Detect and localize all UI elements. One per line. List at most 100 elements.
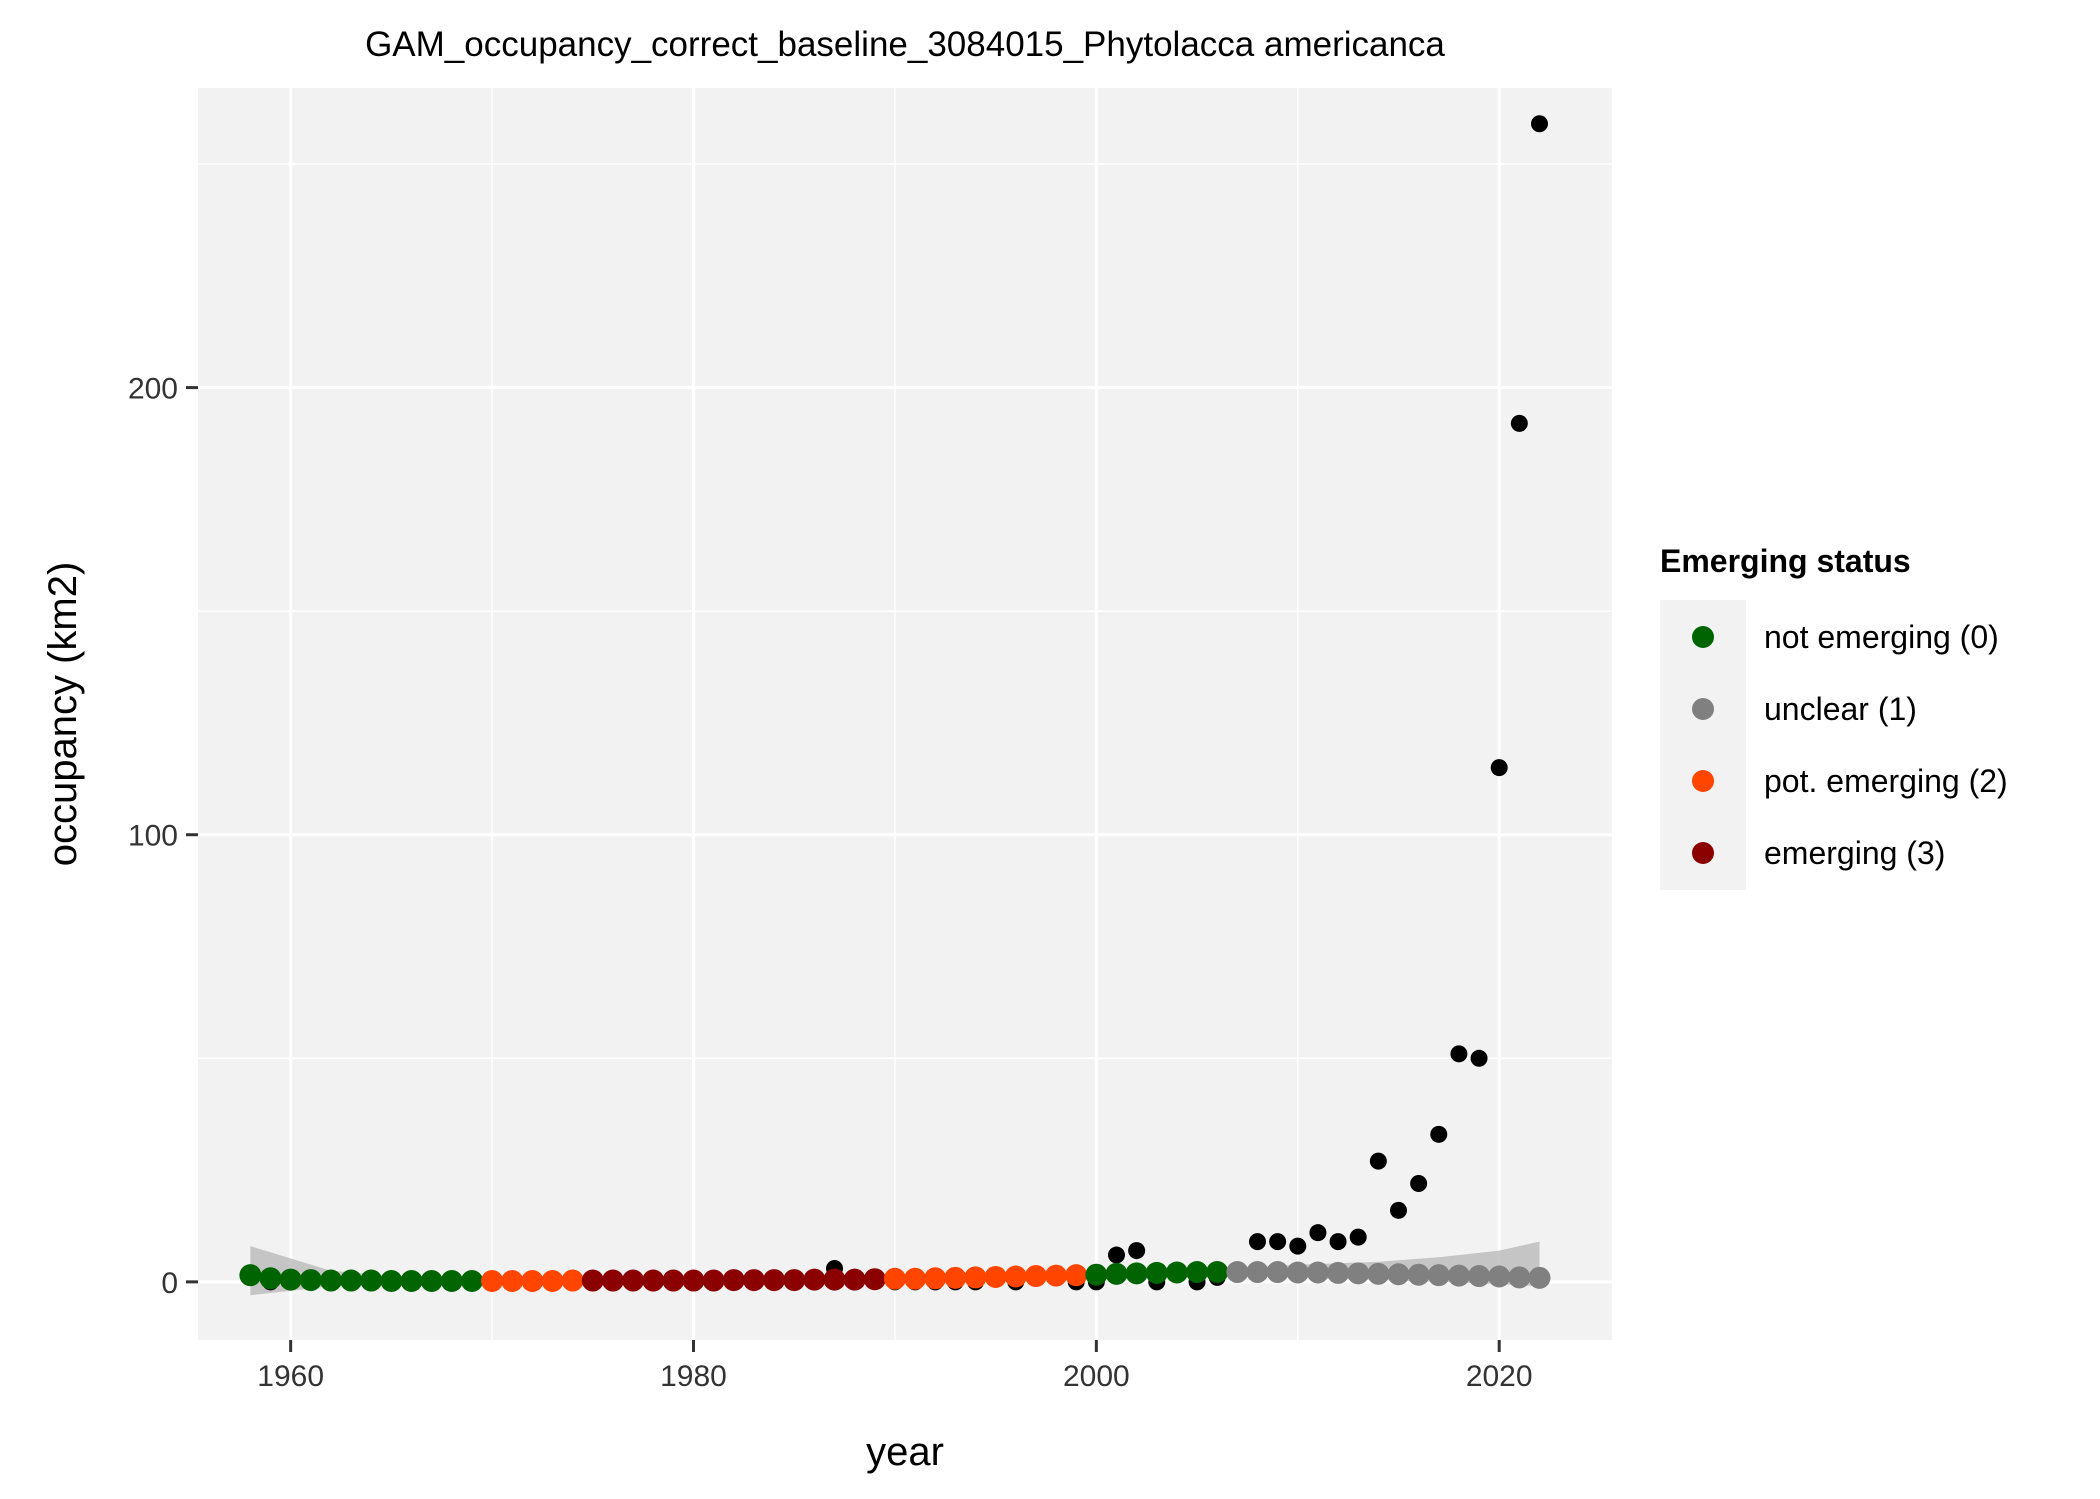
- status-point: [1508, 1266, 1531, 1289]
- status-point: [682, 1269, 705, 1292]
- y-tick-label: 100: [128, 820, 178, 853]
- observed-point: [1430, 1125, 1448, 1143]
- status-point: [1105, 1262, 1128, 1285]
- observed-point: [1410, 1175, 1428, 1192]
- minor-gridlines: [198, 88, 1612, 1340]
- status-point: [460, 1269, 483, 1292]
- observed-point: [1329, 1233, 1347, 1251]
- status-point: [924, 1267, 947, 1290]
- status-point: [259, 1267, 282, 1290]
- status-point: [763, 1269, 786, 1292]
- status-point: [299, 1269, 322, 1292]
- status-point: [722, 1269, 745, 1292]
- status-point: [662, 1269, 685, 1292]
- legend-key: [1692, 842, 1714, 864]
- legend-key: [1692, 698, 1714, 720]
- status-points: [239, 1261, 1551, 1292]
- status-point: [380, 1269, 403, 1292]
- status-point: [984, 1265, 1007, 1288]
- observed-point: [1470, 1049, 1488, 1067]
- observed-point: [1269, 1233, 1287, 1251]
- status-point: [601, 1269, 624, 1292]
- status-point: [944, 1266, 967, 1289]
- legend-entries: not emerging (0) unclear (1) pot. emerging…: [1692, 619, 2008, 871]
- legend-key-background: [1660, 600, 1746, 890]
- status-point: [521, 1269, 544, 1292]
- observed-point: [1248, 1233, 1266, 1251]
- observed-point: [1107, 1246, 1125, 1264]
- status-point: [1125, 1262, 1148, 1285]
- legend-key: [1692, 770, 1714, 792]
- status-point: [1186, 1261, 1209, 1284]
- status-point: [803, 1268, 826, 1291]
- status-point: [702, 1269, 725, 1292]
- status-point: [1165, 1261, 1188, 1284]
- legend-key: [1692, 626, 1714, 648]
- status-point: [1327, 1261, 1350, 1284]
- y-tick-label: 200: [128, 373, 178, 406]
- legend-label: pot. emerging (2): [1764, 763, 2008, 799]
- observed-point: [1369, 1152, 1387, 1170]
- status-point: [1347, 1262, 1370, 1285]
- status-point: [642, 1269, 665, 1292]
- status-point: [622, 1269, 645, 1292]
- chart-title: GAM_occupancy_correct_baseline_3084015_P…: [365, 25, 1445, 64]
- observed-point: [1309, 1224, 1327, 1242]
- y-tick-label: 0: [161, 1267, 178, 1300]
- status-point: [1286, 1261, 1309, 1284]
- plot-panel: [198, 88, 1612, 1340]
- observed-point: [1128, 1242, 1146, 1260]
- x-tick-label: 1960: [257, 1360, 324, 1393]
- x-tick-label: 2000: [1063, 1360, 1130, 1393]
- status-point: [501, 1269, 524, 1292]
- status-point: [440, 1269, 463, 1292]
- y-axis: 0 100 200: [128, 373, 198, 1300]
- observed-point: [1289, 1237, 1307, 1255]
- observed-point: [1450, 1045, 1468, 1063]
- status-point: [1004, 1265, 1027, 1288]
- status-point: [1085, 1263, 1108, 1286]
- status-point: [1306, 1261, 1329, 1284]
- status-point: [1065, 1264, 1088, 1287]
- status-point: [319, 1269, 342, 1292]
- status-point: [1266, 1261, 1289, 1284]
- legend-title: Emerging status: [1660, 543, 1911, 579]
- status-point: [400, 1269, 423, 1292]
- observed-point: [1349, 1228, 1367, 1246]
- status-point: [340, 1269, 363, 1292]
- status-point: [742, 1269, 765, 1292]
- legend-label: not emerging (0): [1764, 619, 1999, 655]
- x-axis: 1960 1980 2000 2020: [257, 1340, 1533, 1393]
- status-point: [1447, 1264, 1470, 1287]
- status-point: [1045, 1264, 1068, 1287]
- x-tick-label: 1980: [660, 1360, 727, 1393]
- status-point: [279, 1268, 302, 1291]
- status-point: [481, 1269, 504, 1292]
- status-point: [541, 1269, 564, 1292]
- status-point: [1427, 1264, 1450, 1287]
- status-point: [1024, 1265, 1047, 1288]
- status-point: [581, 1269, 604, 1292]
- status-point: [1488, 1265, 1511, 1288]
- status-point: [823, 1268, 846, 1291]
- status-point: [1387, 1263, 1410, 1286]
- status-point: [561, 1269, 584, 1292]
- legend: Emerging status not emerging (0) unclear …: [1660, 543, 2008, 890]
- observed-point: [1389, 1201, 1407, 1219]
- x-tick-label: 2020: [1466, 1360, 1533, 1393]
- legend-label: emerging (3): [1764, 835, 1945, 871]
- status-point: [883, 1267, 906, 1290]
- status-point: [420, 1269, 443, 1292]
- status-point: [1367, 1262, 1390, 1285]
- status-point: [1407, 1263, 1430, 1286]
- y-axis-title: occupancy (km2): [41, 562, 85, 867]
- observed-point: [1530, 115, 1548, 133]
- observed-point: [1510, 414, 1528, 432]
- status-point: [1246, 1261, 1269, 1284]
- legend-label: unclear (1): [1764, 691, 1917, 727]
- status-point: [1145, 1261, 1168, 1284]
- status-point: [904, 1267, 927, 1290]
- status-point: [360, 1269, 383, 1292]
- status-point: [239, 1264, 262, 1287]
